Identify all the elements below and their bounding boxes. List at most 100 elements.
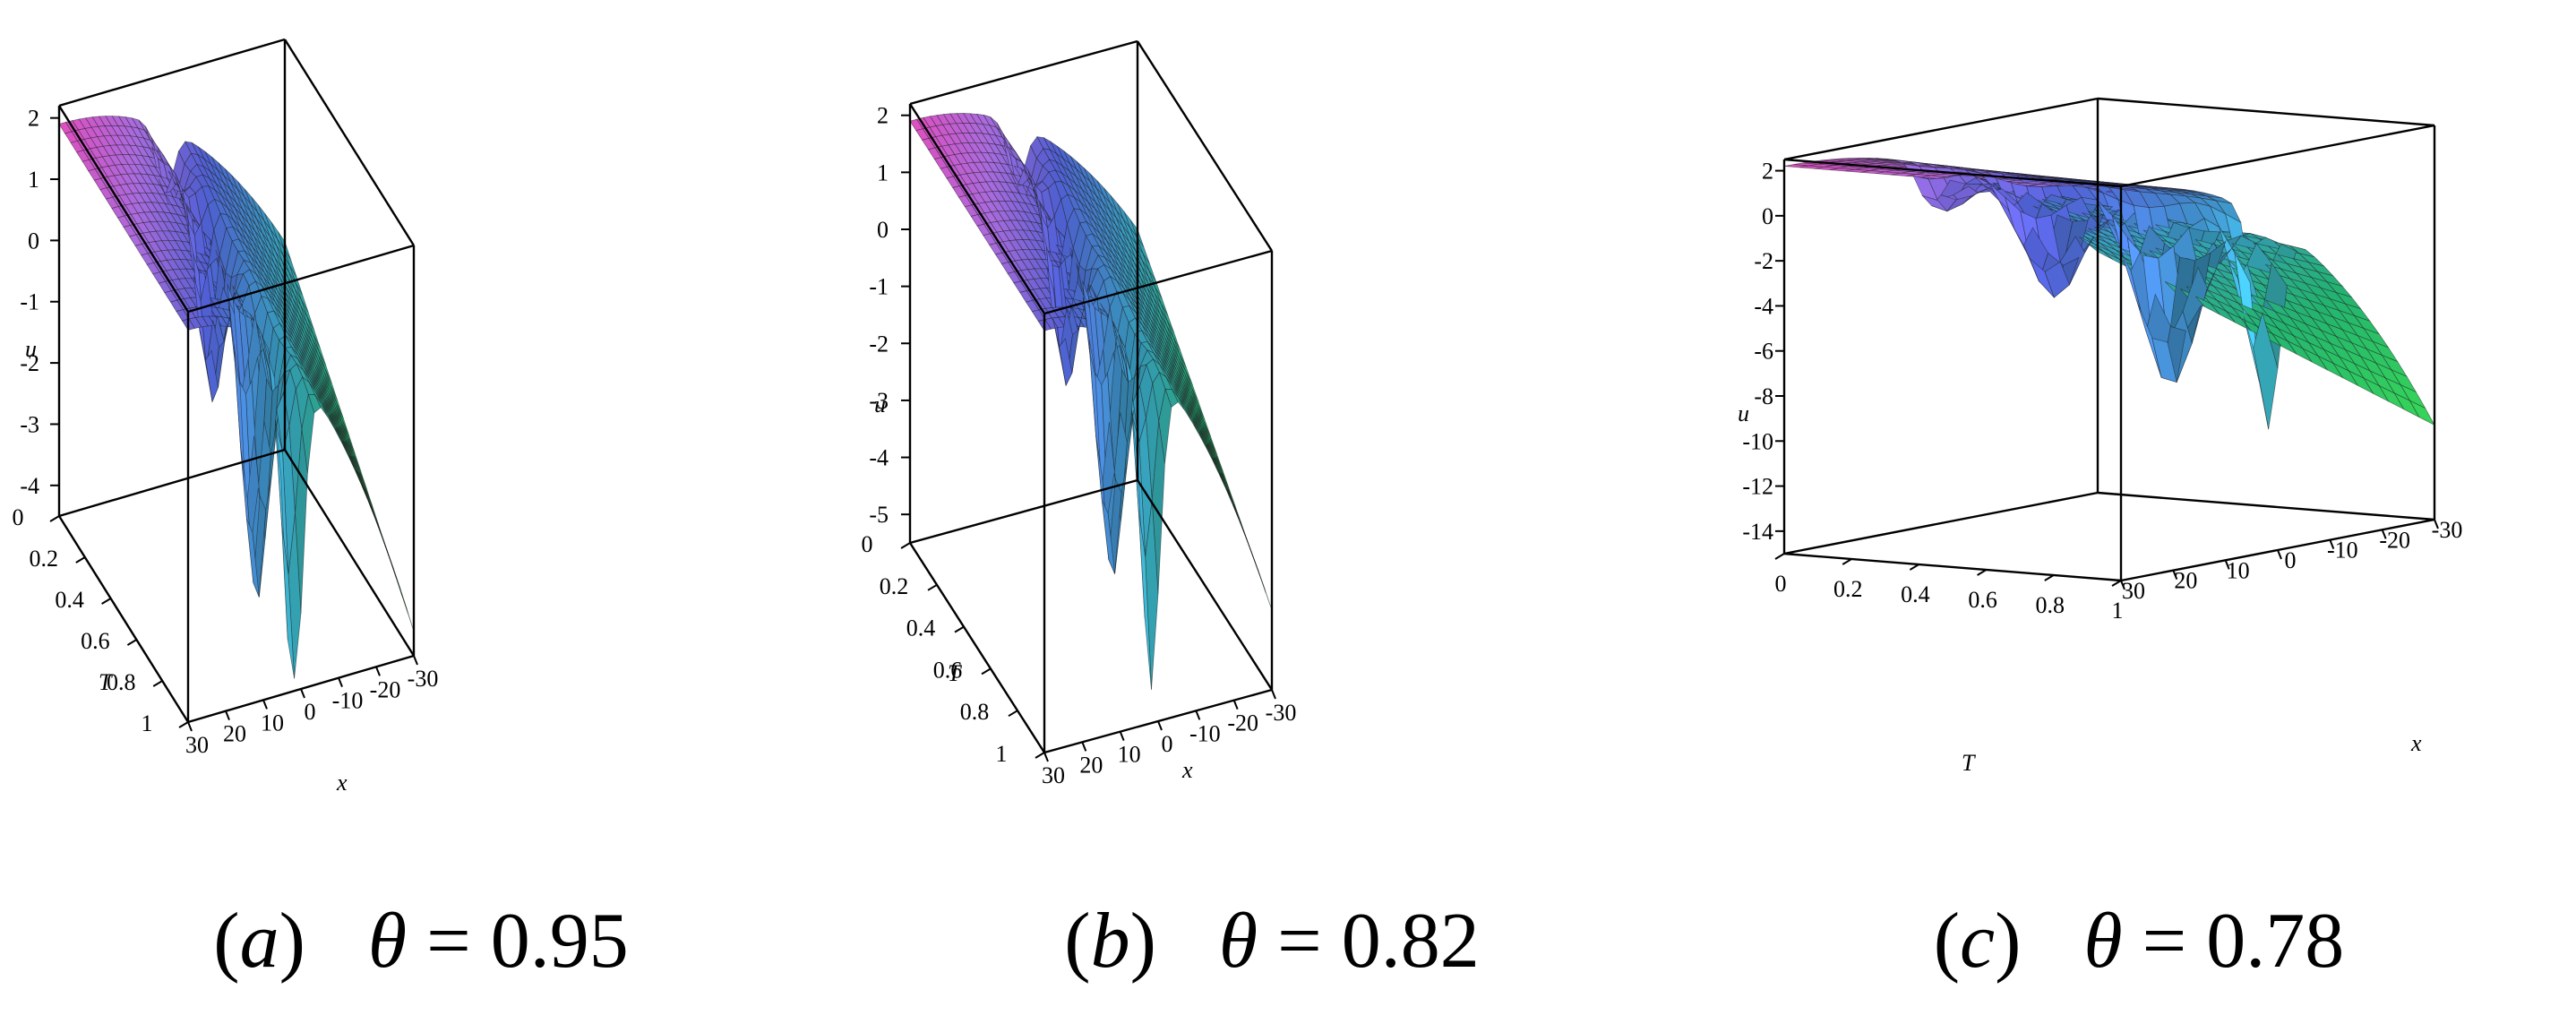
box-edge (1783, 491, 2099, 555)
u-tick-label: 1 (28, 167, 39, 193)
x-tick-label: 20 (2174, 568, 2197, 594)
surface-plot-a-canvas: 210-1-2-3-400.20.40.60.81-30-20-10010203… (13, 38, 439, 796)
x-tick-label: 20 (1079, 752, 1103, 778)
surface-plot-b: 2 1 0 -1 -2 -3 -4 -5 0 0.2 0.4 0.6 0.8 1 -30 -20 -10 0 10 2… (842, 0, 1702, 1024)
surface-patch (205, 349, 219, 403)
t-tick-label: 0.6 (933, 657, 963, 683)
x-tick-label: -10 (1189, 720, 1221, 746)
x-tick-label: 10 (1118, 742, 1141, 768)
x-tick-label: 30 (185, 732, 209, 758)
x-tick-mark (2224, 559, 2230, 570)
box-edge (1136, 40, 1274, 252)
box-edge (58, 38, 286, 108)
t-tick-label: 0.4 (1901, 581, 1930, 607)
surface-b (909, 113, 1273, 690)
surface-patch (2151, 338, 2177, 383)
u-tick-label: -5 (869, 502, 889, 528)
x-tick-mark (2277, 549, 2282, 560)
x-tick-label: -20 (1227, 710, 1258, 736)
x-tick-label: -20 (370, 676, 401, 702)
caption-b: (b) θ = 0.82 (1064, 898, 1480, 985)
x-tick-label: 20 (223, 721, 246, 747)
u-tick-label: -3 (869, 388, 889, 414)
u-tick-label: -4 (869, 445, 889, 471)
u-tick-label: -2 (20, 350, 39, 376)
surface-patch (2044, 261, 2070, 298)
surface-plot-a: 2 1 0 -1 -2 -3 -4 0 0.2 0.4 0.6 0.8 1 -30 -20 -10 0 10 20 3… (0, 0, 842, 1024)
u-tick-label: 2 (1762, 159, 1773, 185)
t-tick-mark (981, 667, 992, 675)
x-tick-label: -10 (332, 688, 364, 714)
x-tick-label: -30 (1266, 700, 1297, 726)
x-tick-label: -30 (408, 666, 439, 692)
surface-patch (1138, 510, 1152, 690)
t-tick-label: 0.2 (880, 573, 909, 599)
u-tick-label: 0 (28, 228, 39, 254)
box-edge (908, 542, 1046, 753)
box-edge (1783, 158, 2122, 188)
box-edge (909, 478, 1138, 545)
x-tick-label: 30 (1042, 762, 1065, 788)
x-tick-mark (413, 655, 418, 666)
t-tick-label: 0.8 (960, 699, 990, 725)
x-tick-label: 10 (2227, 557, 2250, 583)
caption-c: (c) θ = 0.78 (1933, 898, 2345, 985)
x-tick-label: -30 (2432, 517, 2463, 543)
x-tick-mark (1043, 752, 1049, 762)
x-tick-mark (1195, 710, 1201, 720)
caption-a-letter: a (239, 898, 279, 985)
box-edge (2097, 97, 2435, 127)
t-axis-label: T (948, 660, 962, 686)
t-tick-label: 0.8 (107, 669, 136, 695)
box-edge (1783, 552, 2122, 582)
x-tick-mark (2434, 519, 2439, 529)
t-tick-mark (1842, 558, 1852, 565)
surface-patch (1059, 338, 1073, 387)
x-tick-label: 30 (2122, 578, 2145, 604)
surface-patch (400, 592, 415, 632)
t-tick-mark (178, 721, 189, 728)
t-tick-mark (2111, 580, 2122, 587)
t-tick-mark (1008, 710, 1018, 718)
box-edge (57, 515, 190, 723)
u-tick-label: -4 (20, 473, 39, 499)
u-tick-label: -2 (869, 331, 889, 357)
t-tick-label: 0 (862, 531, 873, 557)
x-tick-mark (2381, 529, 2387, 539)
t-tick-label: 0.8 (2036, 592, 2065, 618)
surface-a (58, 116, 415, 679)
t-tick-label: 0.2 (1833, 576, 1863, 602)
x-tick-mark (1271, 689, 1276, 700)
x-tick-mark (1232, 700, 1239, 710)
box-edge (909, 39, 1138, 106)
t-tick-mark (927, 583, 938, 591)
caption-b-symbol: θ (1218, 898, 1258, 985)
t-tick-mark (2044, 574, 2055, 581)
t-tick-label: 0.4 (55, 587, 84, 613)
caption-a-symbol: θ (367, 898, 408, 985)
axis-box-c (1782, 97, 2436, 582)
box-edge (1783, 97, 2099, 161)
x-axis-label: x (336, 770, 348, 796)
t-tick-label: 1 (2112, 598, 2124, 624)
x-tick-mark (187, 721, 193, 732)
t-tick-label: 0.2 (30, 546, 59, 572)
u-axis-label: u (874, 392, 886, 417)
box-edge (1136, 479, 1274, 691)
t-tick-label: 0 (13, 504, 24, 530)
surface-plot-b-canvas: 210-1-2-3-4-500.20.40.60.81-30-20-100102… (862, 39, 1297, 788)
x-tick-label: 0 (305, 699, 316, 725)
x-axis-label: x (2410, 730, 2422, 756)
caption-a-value: 0.95 (490, 898, 629, 985)
t-axis-label: T (99, 669, 113, 695)
surface-patch (1921, 194, 1948, 212)
x-tick-mark (1157, 720, 1163, 731)
u-tick-label: -2 (1754, 248, 1773, 274)
axis-box-a (57, 38, 416, 724)
box-edge (2120, 124, 2435, 188)
x-tick-mark (2172, 570, 2178, 581)
x-tick-label: -10 (2327, 538, 2358, 564)
surface-patch (1101, 500, 1115, 574)
surface-patch (281, 524, 295, 679)
x-tick-mark (375, 666, 381, 676)
